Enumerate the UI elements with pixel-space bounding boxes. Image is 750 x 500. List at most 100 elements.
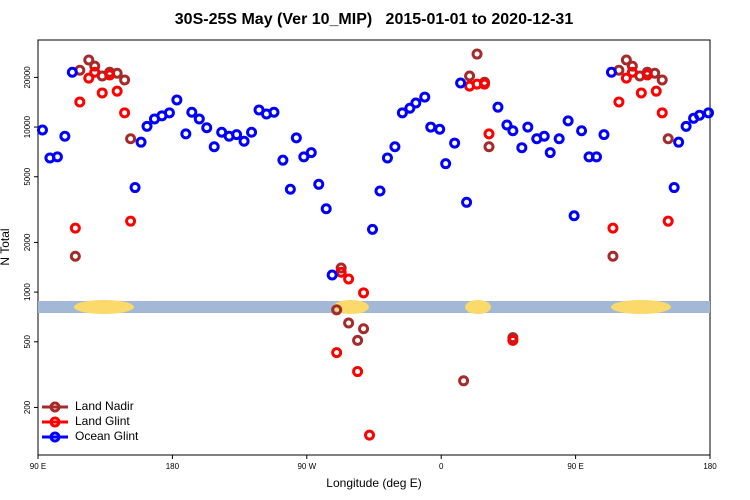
point: [598, 129, 610, 141]
point: [464, 70, 476, 82]
land-band: [611, 300, 671, 314]
point: [284, 183, 296, 195]
point: [193, 113, 205, 125]
y-tick-label: 10000: [23, 115, 32, 138]
y-tick-label: 1000: [23, 283, 32, 301]
point: [562, 115, 574, 127]
point: [201, 122, 213, 134]
point: [507, 334, 519, 346]
point: [381, 152, 393, 164]
point: [343, 273, 355, 285]
point: [238, 135, 250, 147]
point: [483, 128, 495, 140]
chart-title: 30S-25S May (Ver 10_MIP) 2015-01-01 to 2…: [175, 11, 574, 28]
land-band: [74, 300, 134, 314]
point: [656, 107, 668, 119]
point: [246, 126, 258, 138]
point: [576, 125, 588, 137]
point: [231, 129, 243, 141]
point: [425, 121, 437, 133]
point: [358, 287, 370, 299]
point: [620, 72, 632, 84]
point: [568, 210, 580, 222]
point: [364, 429, 376, 441]
point: [69, 222, 81, 234]
point: [656, 74, 668, 86]
point: [680, 120, 692, 132]
point: [367, 223, 379, 235]
legend-label: Ocean Glint: [75, 429, 139, 443]
point: [305, 147, 317, 159]
point: [389, 141, 401, 153]
point: [471, 48, 483, 60]
point: [66, 66, 78, 78]
series: [36, 66, 715, 281]
y-tick-label: 200: [23, 400, 32, 414]
point: [36, 124, 48, 136]
legend-marker: [49, 431, 61, 443]
point: [51, 151, 63, 163]
plot-frame: [37, 39, 711, 456]
x-tick-label: 90 E: [567, 462, 583, 471]
point: [135, 136, 147, 148]
point: [69, 250, 81, 262]
point: [111, 85, 123, 97]
point: [89, 60, 101, 72]
point: [703, 107, 715, 119]
point: [607, 250, 619, 262]
legend-label: Land Glint: [75, 414, 130, 428]
point: [89, 66, 101, 78]
x-tick-label: 90 W: [297, 462, 316, 471]
point: [163, 107, 175, 119]
point: [186, 106, 198, 118]
point: [208, 141, 220, 153]
y-tick-label: 20000: [23, 66, 32, 89]
series: [69, 66, 674, 441]
point: [458, 375, 470, 387]
point: [343, 317, 355, 329]
point: [352, 366, 364, 378]
point: [404, 102, 416, 114]
point: [396, 107, 408, 119]
land-band: [465, 300, 491, 314]
y-axis-label: N Total: [0, 228, 12, 265]
point: [331, 347, 343, 359]
legend-marker: [49, 401, 61, 413]
point: [668, 182, 680, 194]
point: [538, 130, 550, 142]
point: [650, 85, 662, 97]
point: [605, 66, 617, 78]
point: [313, 178, 325, 190]
point: [553, 133, 565, 145]
point: [479, 78, 491, 90]
point: [483, 141, 495, 153]
point: [290, 132, 302, 144]
point: [352, 334, 364, 346]
point: [607, 222, 619, 234]
y-tick-label: 2000: [23, 233, 32, 251]
point: [641, 69, 653, 81]
point: [626, 60, 638, 72]
point: [119, 74, 131, 86]
point: [507, 125, 519, 137]
point: [74, 96, 86, 108]
point: [104, 69, 116, 81]
y-tick-label: 500: [23, 335, 32, 349]
point: [335, 262, 347, 274]
point: [358, 323, 370, 335]
point: [522, 121, 534, 133]
point: [141, 120, 153, 132]
point: [673, 136, 685, 148]
point: [171, 94, 183, 106]
point: [635, 87, 647, 99]
point: [492, 101, 504, 113]
point: [626, 66, 638, 78]
point: [544, 147, 556, 159]
point: [268, 106, 280, 118]
y-tick-label: 5000: [23, 167, 32, 185]
point: [320, 203, 332, 215]
point: [662, 133, 674, 145]
point: [461, 196, 473, 208]
